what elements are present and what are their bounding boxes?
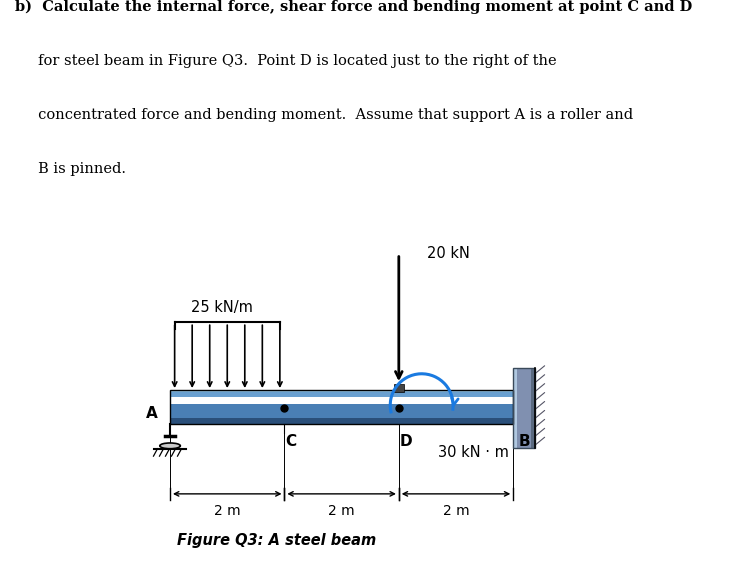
Text: Figure Q3: A steel beam: Figure Q3: A steel beam bbox=[177, 533, 377, 548]
Bar bbox=[531, 368, 535, 448]
Bar bbox=[513, 368, 517, 448]
Text: A: A bbox=[146, 406, 157, 422]
Bar bbox=[513, 368, 535, 448]
Text: D: D bbox=[400, 434, 413, 450]
Text: 20 kN: 20 kN bbox=[427, 246, 470, 261]
Text: concentrated force and bending moment.  Assume that support A is a roller and: concentrated force and bending moment. A… bbox=[15, 108, 633, 122]
Text: 2 m: 2 m bbox=[328, 504, 355, 518]
Text: 2 m: 2 m bbox=[443, 504, 469, 518]
Text: for steel beam in Figure Q3.  Point D is located just to the right of the: for steel beam in Figure Q3. Point D is … bbox=[15, 54, 556, 68]
Bar bbox=[170, 404, 513, 419]
Text: B: B bbox=[518, 434, 530, 450]
Text: C: C bbox=[286, 434, 297, 450]
Bar bbox=[513, 368, 535, 448]
Ellipse shape bbox=[160, 443, 180, 448]
Bar bbox=[170, 392, 513, 397]
Bar bbox=[170, 390, 513, 424]
Bar bbox=[170, 419, 513, 424]
Text: 25 kN/m: 25 kN/m bbox=[190, 301, 252, 315]
Text: b)  Calculate the internal force, shear force and bending moment at point C and : b) Calculate the internal force, shear f… bbox=[15, 0, 692, 15]
Text: B is pinned.: B is pinned. bbox=[15, 162, 125, 176]
Text: 2 m: 2 m bbox=[214, 504, 241, 518]
Bar bbox=[170, 390, 513, 392]
Bar bbox=[394, 384, 404, 392]
Text: 30 kN · m: 30 kN · m bbox=[437, 445, 509, 460]
